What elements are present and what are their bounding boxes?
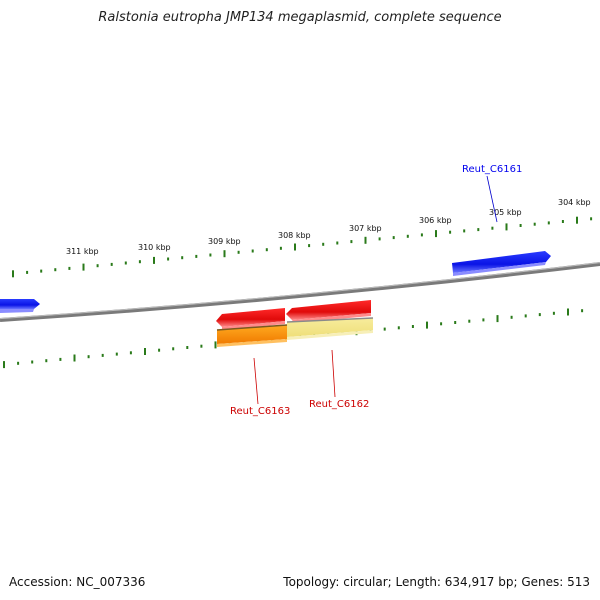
gene-label-reut-c6163[interactable]: Reut_C6163 — [230, 406, 290, 417]
minor-tick — [172, 347, 175, 351]
major-tick — [496, 315, 499, 323]
tick-label: 305 kbp — [489, 208, 522, 217]
minor-tick — [138, 260, 141, 264]
tick-label: 310 kbp — [138, 243, 171, 252]
tick-label: 309 kbp — [208, 237, 241, 246]
minor-tick — [115, 352, 118, 356]
map-title: Ralstonia eutropha JMP134 megaplasmid, c… — [98, 10, 502, 25]
minor-tick — [308, 244, 311, 248]
minor-tick — [406, 234, 409, 238]
leader-line-reut-c6163 — [253, 357, 259, 405]
minor-tick — [420, 233, 423, 237]
minor-tick — [87, 355, 90, 359]
minor-tick — [17, 361, 20, 365]
minor-tick — [561, 220, 564, 223]
tick-label: 308 kbp — [278, 231, 311, 240]
minor-tick — [411, 325, 414, 328]
minor-tick — [383, 327, 386, 331]
minor-tick — [392, 236, 395, 240]
feature-track — [216, 317, 374, 347]
plasmid-backbone-highlight — [0, 262, 600, 320]
minor-tick — [158, 348, 161, 352]
major-tick — [153, 256, 155, 264]
minor-tick — [167, 257, 170, 261]
tick-label: 311 kbp — [66, 247, 99, 256]
minor-tick — [54, 268, 57, 272]
minor-tick — [477, 228, 480, 232]
minor-tick — [590, 217, 593, 221]
major-tick — [223, 250, 226, 258]
minor-tick — [68, 266, 71, 270]
minor-tick — [463, 229, 466, 233]
leader-line-reut-c6161 — [486, 175, 498, 223]
minor-tick — [350, 240, 353, 244]
minor-tick — [482, 318, 485, 322]
tick-label: 304 kbp — [558, 198, 591, 207]
major-tick — [82, 263, 85, 271]
minor-tick — [336, 241, 339, 245]
minor-tick — [251, 249, 254, 253]
major-tick — [505, 223, 508, 231]
major-tick — [364, 236, 367, 244]
minor-tick — [279, 246, 282, 250]
leader-line-reut-c6162 — [331, 349, 336, 398]
minor-tick — [524, 314, 527, 318]
minor-tick — [397, 326, 400, 330]
minor-tick — [195, 254, 198, 258]
minor-tick — [59, 357, 62, 361]
tick-label: 306 kbp — [419, 216, 452, 225]
gene-reut-c6163[interactable] — [216, 308, 285, 330]
minor-tick — [45, 359, 48, 363]
minor-tick — [40, 269, 43, 273]
minor-tick — [322, 242, 325, 246]
minor-tick — [552, 311, 555, 315]
minor-tick — [186, 346, 189, 349]
upper-tick-track — [12, 216, 593, 278]
minor-tick — [533, 222, 536, 226]
minor-tick — [510, 315, 513, 319]
minor-tick — [265, 248, 268, 252]
plasmid-backbone — [0, 262, 600, 322]
minor-tick — [378, 237, 381, 241]
minor-tick — [209, 253, 212, 257]
minor-tick — [454, 321, 457, 324]
major-tick — [576, 216, 578, 224]
forward-gene-left-edge[interactable] — [0, 299, 40, 313]
minor-tick — [129, 351, 132, 355]
minor-tick — [538, 313, 541, 317]
major-tick — [567, 308, 569, 316]
major-tick — [12, 270, 14, 278]
minor-tick — [181, 256, 184, 260]
tick-label: 307 kbp — [349, 224, 382, 233]
topology-summary: Topology: circular; Length: 634,917 bp; … — [283, 575, 590, 589]
minor-tick — [200, 344, 203, 348]
minor-tick — [237, 250, 240, 254]
minor-tick — [124, 261, 127, 265]
minor-tick — [468, 319, 471, 323]
gene-reut-c6161[interactable] — [452, 251, 551, 276]
major-tick — [73, 354, 76, 362]
accession-label: Accession: NC_007336 — [9, 575, 146, 589]
minor-tick — [31, 360, 34, 364]
minor-tick — [491, 226, 494, 230]
major-tick — [144, 348, 146, 355]
minor-tick — [581, 309, 584, 313]
minor-tick — [519, 224, 522, 227]
minor-tick — [547, 221, 550, 225]
minor-tick — [101, 353, 104, 357]
minor-tick — [449, 230, 452, 234]
gene-label-reut-c6161[interactable]: Reut_C6161 — [462, 164, 522, 175]
minor-tick — [26, 270, 29, 274]
major-tick — [426, 321, 428, 329]
minor-tick — [96, 264, 99, 268]
minor-tick — [440, 322, 443, 326]
major-tick — [435, 230, 437, 238]
major-tick — [214, 341, 217, 349]
major-tick — [294, 243, 296, 251]
minor-tick — [110, 262, 113, 266]
gene-label-reut-c6162[interactable]: Reut_C6162 — [309, 399, 369, 410]
major-tick — [3, 361, 5, 369]
